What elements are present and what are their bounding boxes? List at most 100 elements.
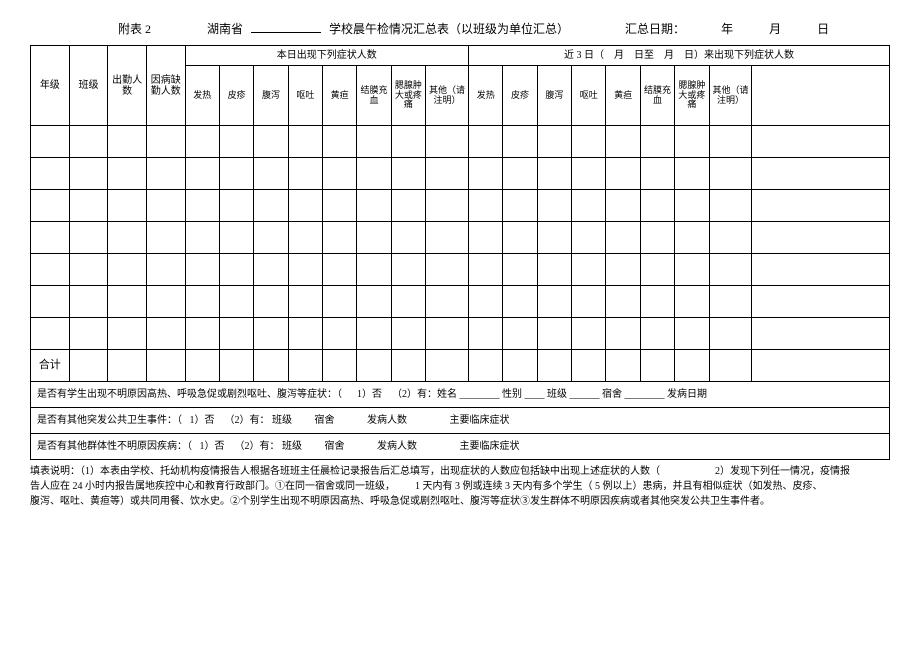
cell — [185, 286, 219, 318]
day-label: 日 — [817, 20, 829, 37]
cell — [108, 126, 147, 158]
col-conj-1: 结膜充血 — [357, 66, 391, 126]
cell — [503, 222, 537, 254]
cell — [108, 318, 147, 350]
cell — [572, 286, 606, 318]
cell — [219, 318, 253, 350]
cell — [185, 318, 219, 350]
q1-sex: 性别 — [502, 389, 522, 400]
cell — [640, 254, 674, 286]
cell — [469, 286, 503, 318]
cell — [323, 318, 357, 350]
cell — [288, 254, 322, 286]
cell — [503, 286, 537, 318]
cell — [31, 318, 70, 350]
cell — [709, 318, 752, 350]
cell — [357, 254, 391, 286]
cell — [537, 286, 571, 318]
cell — [469, 318, 503, 350]
table-row — [31, 222, 890, 254]
cell — [357, 190, 391, 222]
cell — [31, 126, 70, 158]
col-extra — [752, 66, 890, 126]
q1-pre: 是否有学生出现不明原因高热、呼吸急促或剧烈呕吐、腹泻等症状：（ — [37, 389, 342, 400]
cell — [288, 190, 322, 222]
cell — [709, 254, 752, 286]
q2-pre: 是否有其他突发公共卫生事件：（ — [37, 415, 182, 426]
footer-q2: 是否有其他突发公共卫生事件：（ 1）否 （2）有： 班级 宿舍 发病人数 主要临… — [31, 408, 890, 434]
cell — [606, 126, 640, 158]
cell — [426, 190, 469, 222]
cell — [426, 126, 469, 158]
cell — [357, 318, 391, 350]
cell — [572, 222, 606, 254]
cell — [503, 254, 537, 286]
cell — [108, 254, 147, 286]
cell — [709, 158, 752, 190]
cell — [288, 222, 322, 254]
q2-no: 1）否 — [190, 415, 215, 426]
title-row: 附表 2 湖南省 学校晨午检情况汇总表（以班级为单位汇总） 汇总日期： 年 月 … — [30, 20, 890, 37]
table-row — [31, 286, 890, 318]
cell — [426, 286, 469, 318]
cell — [146, 318, 185, 350]
total-row: 合计 — [31, 350, 890, 382]
cell — [146, 126, 185, 158]
cell — [640, 126, 674, 158]
q2-sym: 主要临床症状 — [450, 415, 510, 426]
q1-onset: 发病日期 — [667, 389, 707, 400]
cell — [469, 254, 503, 286]
month-label: 月 — [769, 20, 781, 37]
cell — [69, 254, 108, 286]
attachment-label: 附表 2 — [118, 20, 151, 37]
cell — [675, 126, 709, 158]
table-row — [31, 254, 890, 286]
cell — [572, 158, 606, 190]
cell — [108, 158, 147, 190]
col-parotid-1: 腮腺肿大或疼痛 — [391, 66, 425, 126]
cell — [640, 158, 674, 190]
cell — [185, 158, 219, 190]
cell — [31, 286, 70, 318]
r3-pre: 近 3 日（ — [564, 50, 604, 61]
cell — [254, 286, 288, 318]
q3-dorm: 宿舍 — [325, 441, 345, 452]
cell — [69, 286, 108, 318]
cell — [640, 222, 674, 254]
cell — [503, 158, 537, 190]
col-other-2: 其他（请注明） — [709, 66, 752, 126]
cell — [108, 286, 147, 318]
cell — [752, 286, 890, 318]
main-table: 年级 班级 出勤人数 因病缺勤人数 本日出现下列症状人数 近 3 日（ 月 日至… — [30, 45, 890, 460]
cell — [606, 286, 640, 318]
cell — [640, 318, 674, 350]
q1-class: 班级 — [547, 389, 567, 400]
cell — [537, 126, 571, 158]
cell — [323, 126, 357, 158]
cell — [108, 222, 147, 254]
cell — [288, 158, 322, 190]
table-row — [31, 158, 890, 190]
summary-date-label: 汇总日期： — [625, 20, 685, 37]
cell — [254, 190, 288, 222]
cell — [146, 158, 185, 190]
cell — [219, 190, 253, 222]
cell — [31, 254, 70, 286]
notes-1b: 2）发现下列任一情况，疫情报 — [715, 466, 850, 477]
cell — [357, 286, 391, 318]
col-today-header: 本日出现下列症状人数 — [185, 46, 468, 66]
header-row-1: 年级 班级 出勤人数 因病缺勤人数 本日出现下列症状人数 近 3 日（ 月 日至… — [31, 46, 890, 66]
r3-d2: 日）来出现下列症状人数 — [684, 50, 794, 61]
province-label: 湖南省 — [207, 20, 243, 37]
cell — [146, 286, 185, 318]
cell — [254, 222, 288, 254]
cell — [391, 318, 425, 350]
title-after: 学校晨午检情况汇总表（以班级为单位汇总） — [329, 20, 569, 37]
cell — [146, 190, 185, 222]
cell — [469, 126, 503, 158]
cell — [391, 254, 425, 286]
r3-d1: 日至 — [634, 50, 654, 61]
cell — [426, 222, 469, 254]
r3-m2: 月 — [664, 50, 674, 61]
cell — [185, 254, 219, 286]
